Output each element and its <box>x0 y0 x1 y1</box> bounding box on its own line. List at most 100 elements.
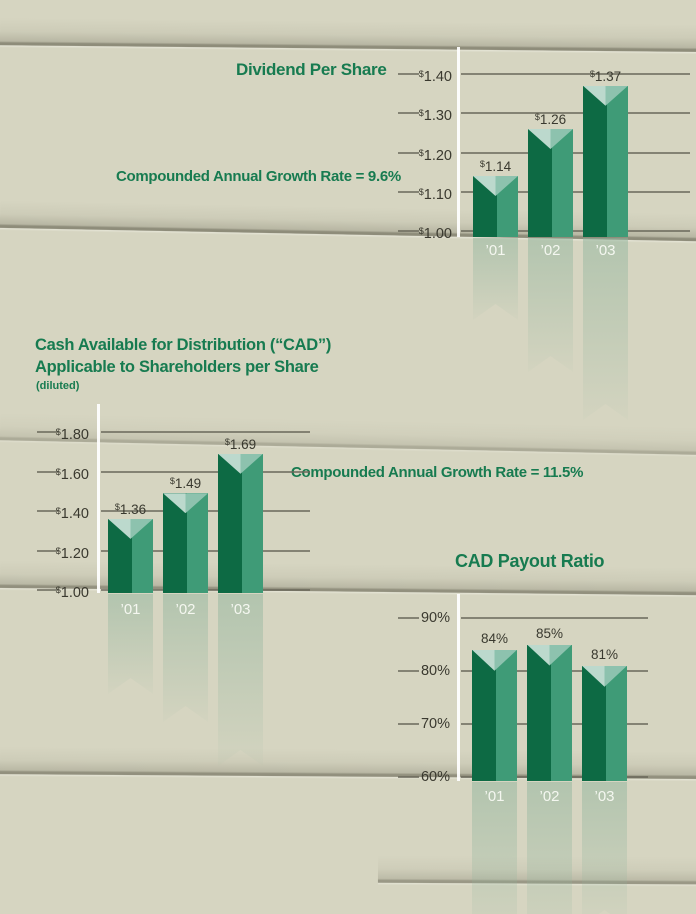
y-tick-label: $1.00 <box>418 226 452 242</box>
y-tick-label: $1.40 <box>418 69 452 85</box>
dollar-sign-superscript: $ <box>55 585 61 595</box>
siding-line <box>0 17 696 55</box>
y-tick-label: 70% <box>420 716 450 732</box>
gridline <box>461 190 690 193</box>
y-tick-label: $1.30 <box>418 108 452 125</box>
bar-value-label: $1.26 <box>534 111 567 127</box>
dollar-sign-superscript: $ <box>418 186 424 197</box>
y-axis-line <box>457 47 460 237</box>
cagr-annotation-dividend: Compounded Annual Growth Rate = 9.6% <box>116 168 401 185</box>
dollar-sign-superscript: $ <box>479 159 485 170</box>
x-category-label: ’02 <box>175 601 196 618</box>
bar-right-face <box>551 644 572 781</box>
dollar-sign-superscript: $ <box>534 111 540 122</box>
bar-right-face <box>496 649 517 781</box>
dollar-sign-superscript: $ <box>589 68 595 79</box>
y-axis-tick <box>398 617 419 619</box>
dollar-sign-superscript: $ <box>418 108 424 119</box>
gridline <box>461 230 690 232</box>
gridline <box>461 112 690 115</box>
siding-line <box>0 412 696 458</box>
bar-left-face <box>527 644 551 781</box>
y-axis-tick <box>37 510 58 512</box>
x-category-label: ’02 <box>539 788 560 805</box>
x-category-label: ’03 <box>594 788 615 805</box>
gridline <box>461 151 690 154</box>
chart-title-line-2: Applicable to Shareholders per Share <box>35 357 319 376</box>
y-tick-label: $1.20 <box>418 147 452 164</box>
dollar-sign-superscript: $ <box>114 501 120 512</box>
dollar-sign-superscript: $ <box>418 69 424 79</box>
x-category-label: ’01 <box>484 788 505 805</box>
y-axis-line <box>457 594 460 781</box>
y-tick-label: $1.40 <box>55 506 89 522</box>
bar-right-face <box>497 176 518 237</box>
cagr-annotation-cad: Compounded Annual Growth Rate = 11.5% <box>291 464 584 481</box>
bar-reflection <box>218 594 263 766</box>
x-category-label: ’03 <box>230 601 251 618</box>
dollar-sign-superscript: $ <box>55 545 61 556</box>
bar-left-face <box>218 453 242 593</box>
gridline <box>101 470 310 473</box>
bar-value-label: $1.36 <box>114 501 147 517</box>
y-axis-tick <box>37 470 58 473</box>
bar-left-face <box>472 649 496 781</box>
bar-value-label: $1.37 <box>589 68 622 84</box>
gridline <box>461 73 690 75</box>
chart-subtitle-diluted: (diluted) <box>36 380 80 392</box>
bar-right-face <box>552 128 573 237</box>
y-axis-tick <box>398 73 419 75</box>
y-tick-label: $1.60 <box>55 466 89 483</box>
x-category-label: ’01 <box>120 601 141 618</box>
bar-right-face <box>242 453 263 593</box>
bar-left-face <box>583 85 607 237</box>
dollar-sign-superscript: $ <box>418 226 424 236</box>
bar-right-face <box>187 493 208 593</box>
bar-right-face <box>132 518 153 593</box>
y-axis-tick <box>398 723 419 725</box>
y-tick-label: 80% <box>420 663 450 679</box>
y-axis-tick <box>398 776 419 778</box>
gridline <box>461 617 648 619</box>
y-axis-tick <box>398 670 419 672</box>
bar-value-label: $1.69 <box>224 436 257 452</box>
y-tick-label: $1.20 <box>55 545 89 562</box>
x-category-label: ’02 <box>540 242 561 259</box>
bar-value-label: $1.14 <box>479 159 512 175</box>
chart-title-dividend-per-share: Dividend Per Share <box>236 60 387 79</box>
y-tick-label: $1.10 <box>418 186 452 203</box>
chart-title-line-1: Cash Available for Distribution (“CAD”) <box>35 336 332 354</box>
y-tick-label: $1.80 <box>55 427 89 443</box>
y-tick-label: 90% <box>420 610 450 626</box>
y-axis-tick <box>37 431 58 433</box>
bar-left-face <box>582 665 606 781</box>
y-axis-tick <box>398 151 419 154</box>
dollar-sign-superscript: $ <box>224 436 230 447</box>
chart-title-cad-payout-ratio: CAD Payout Ratio <box>455 551 605 571</box>
dollar-sign-superscript: $ <box>55 466 61 477</box>
gridline <box>101 431 310 433</box>
dollar-sign-superscript: $ <box>169 476 175 487</box>
y-axis-tick <box>37 589 58 591</box>
bar-right-face <box>606 665 627 781</box>
y-axis-tick <box>37 549 58 552</box>
dollar-sign-superscript: $ <box>418 147 424 158</box>
siding-line <box>377 855 696 887</box>
bar-value-label: 81% <box>590 646 619 662</box>
dollar-sign-superscript: $ <box>55 506 61 516</box>
bar-value-label: 85% <box>535 625 564 641</box>
y-tick-label: $1.00 <box>55 585 89 601</box>
x-category-label: ’01 <box>485 242 506 259</box>
chart-title-cad-per-share: Cash Available for Distribution (“CAD”) … <box>35 335 331 378</box>
bar-left-face <box>528 128 552 237</box>
y-axis-tick <box>398 112 419 115</box>
bar-right-face <box>607 85 628 237</box>
y-axis-tick <box>398 230 419 232</box>
x-category-label: ’03 <box>595 242 616 259</box>
y-axis-line <box>97 404 100 593</box>
bar-value-label: 84% <box>480 630 509 646</box>
bar-reflection <box>583 238 628 420</box>
bar-value-label: $1.49 <box>169 476 202 492</box>
y-tick-label: 60% <box>420 769 450 785</box>
